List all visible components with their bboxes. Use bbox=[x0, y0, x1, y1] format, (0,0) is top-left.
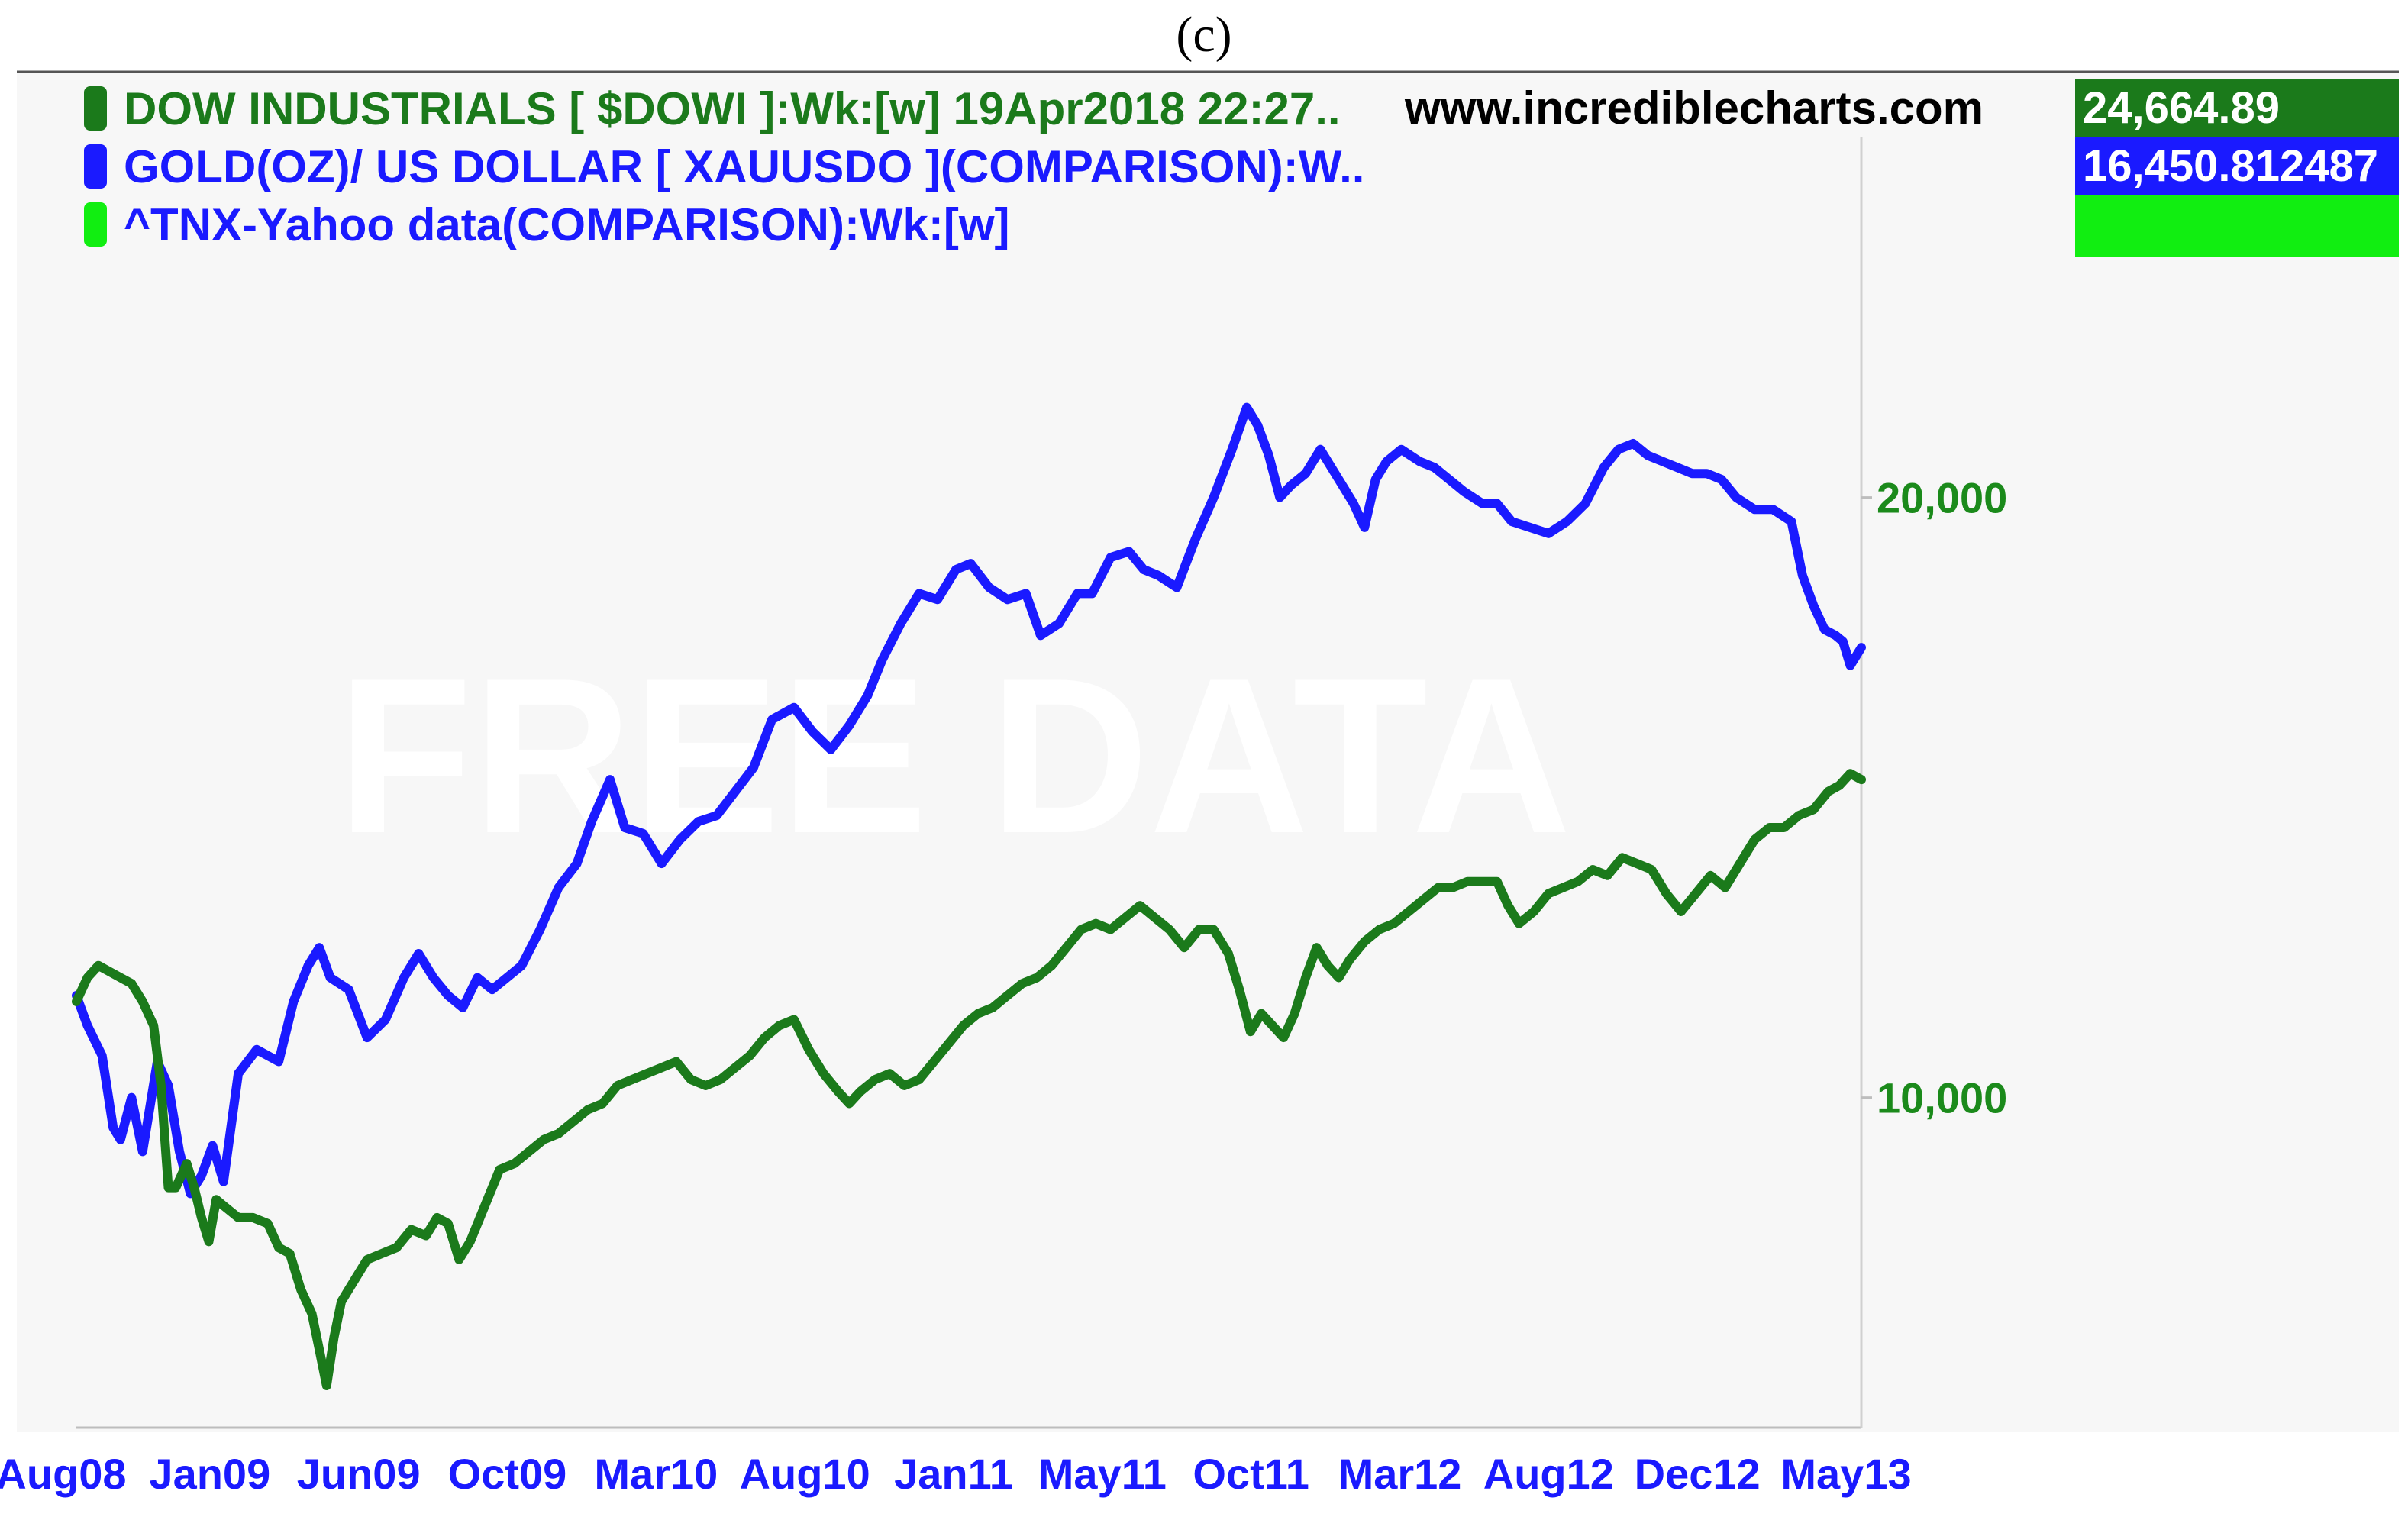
x-tick-label: Aug08 bbox=[0, 1450, 127, 1498]
value-box-gold: 16,450.812487 bbox=[2075, 137, 2399, 195]
y-tick-group: 20,000 10,000 bbox=[1861, 474, 2007, 1122]
x-tick-label: Aug10 bbox=[740, 1450, 870, 1498]
x-tick-label: Jan09 bbox=[149, 1450, 270, 1498]
legend-label-gold: GOLD(OZ)/ US DOLLAR [ XAUUSDO ](COMPARIS… bbox=[124, 140, 1365, 192]
x-tick-label: Oct11 bbox=[1193, 1450, 1309, 1498]
y-tick-label: 10,000 bbox=[1877, 1074, 2007, 1122]
legend-swatch-tnx bbox=[84, 202, 107, 247]
plot-background bbox=[17, 73, 2399, 1432]
legend-item-tnx: ^TNX-Yahoo data(COMPARISON):Wk:[w] bbox=[84, 195, 1010, 253]
series-line-dow bbox=[72, 769, 1866, 1390]
legend-item-gold: GOLD(OZ)/ US DOLLAR [ XAUUSDO ](COMPARIS… bbox=[84, 137, 1364, 195]
legend-label-tnx: ^TNX-Yahoo data(COMPARISON):Wk:[w] bbox=[124, 198, 1010, 250]
x-tick-label: Aug12 bbox=[1483, 1450, 1614, 1498]
x-tick-label: May11 bbox=[1038, 1450, 1167, 1498]
series-line-gold bbox=[72, 402, 1866, 1199]
panel-label: (c) bbox=[1176, 7, 1232, 63]
x-tick-label: Oct09 bbox=[448, 1450, 567, 1498]
value-box-tnx bbox=[2075, 195, 2399, 257]
watermark-text: FREE DATA bbox=[337, 632, 1571, 879]
x-tick-label: May13 bbox=[1780, 1450, 1911, 1498]
site-url: www.incrediblecharts.com bbox=[1405, 82, 1984, 134]
x-tick-label: Jan11 bbox=[894, 1450, 1013, 1498]
x-tick-label: Jun09 bbox=[297, 1450, 421, 1498]
legend-swatch-gold bbox=[84, 144, 107, 189]
x-tick-label: Mar12 bbox=[1338, 1450, 1462, 1498]
legend-label-dow: DOW INDUSTRIALS [ $DOWI ]:Wk:[w] 19Apr20… bbox=[124, 82, 1341, 134]
y-tick-label: 20,000 bbox=[1877, 474, 2007, 522]
legend-item-dow: DOW INDUSTRIALS [ $DOWI ]:Wk:[w] 19Apr20… bbox=[84, 79, 1341, 137]
x-tick-label: Mar10 bbox=[594, 1450, 718, 1498]
x-tick-group: Aug08 Jan09 Jun09 Oct09 Mar10 Aug10 Jan11 May11… bbox=[0, 1450, 1912, 1498]
value-box-dow: 24,664.89 bbox=[2075, 79, 2399, 137]
legend-swatch-dow bbox=[84, 86, 107, 131]
series-group bbox=[72, 402, 1866, 1390]
x-tick-label: Dec12 bbox=[1635, 1450, 1761, 1498]
